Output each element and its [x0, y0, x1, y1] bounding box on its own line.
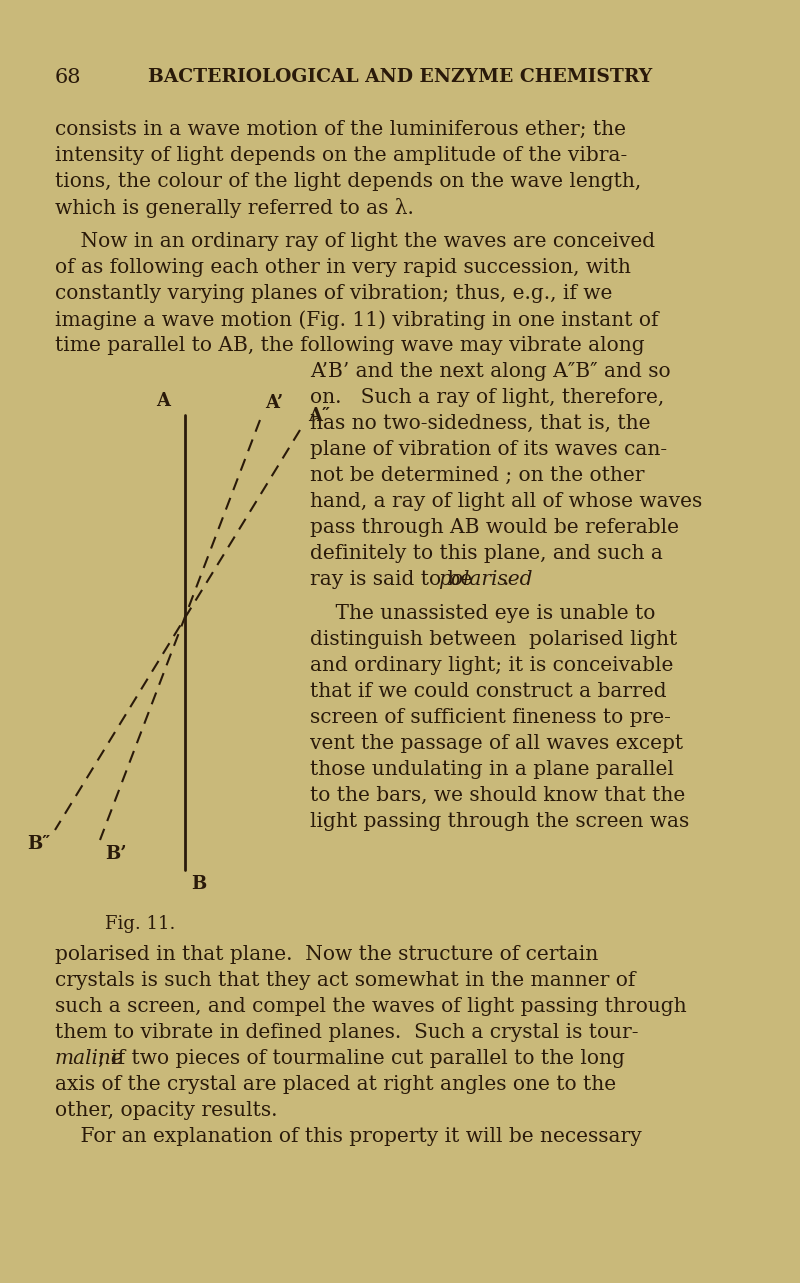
Text: Now in an ordinary ray of light the waves are conceived: Now in an ordinary ray of light the wave…	[55, 232, 655, 251]
Text: not be determined ; on the other: not be determined ; on the other	[310, 466, 645, 485]
Text: of as following each other in very rapid succession, with: of as following each other in very rapid…	[55, 258, 631, 277]
Text: hand, a ray of light all of whose waves: hand, a ray of light all of whose waves	[310, 491, 702, 511]
Text: such a screen, and compel the waves of light passing through: such a screen, and compel the waves of l…	[55, 997, 686, 1016]
Text: BACTERIOLOGICAL AND ENZYME CHEMISTRY: BACTERIOLOGICAL AND ENZYME CHEMISTRY	[148, 68, 652, 86]
Text: polarised in that plane.  Now the structure of certain: polarised in that plane. Now the structu…	[55, 946, 598, 964]
Text: constantly varying planes of vibration; thus, e.g., if we: constantly varying planes of vibration; …	[55, 284, 612, 303]
Text: B″: B″	[26, 835, 50, 853]
Text: Fig. 11.: Fig. 11.	[105, 915, 175, 933]
Text: light passing through the screen was: light passing through the screen was	[310, 812, 690, 831]
Text: plane of vibration of its waves can-: plane of vibration of its waves can-	[310, 440, 667, 459]
Text: crystals is such that they act somewhat in the manner of: crystals is such that they act somewhat …	[55, 971, 635, 990]
Text: The unassisted eye is unable to: The unassisted eye is unable to	[310, 604, 655, 624]
Text: .: .	[502, 570, 508, 589]
Text: them to vibrate in defined planes.  Such a crystal is tour-: them to vibrate in defined planes. Such …	[55, 1023, 638, 1042]
Text: screen of sufficient fineness to pre-: screen of sufficient fineness to pre-	[310, 708, 671, 727]
Text: ; if two pieces of tourmaline cut parallel to the long: ; if two pieces of tourmaline cut parall…	[98, 1049, 625, 1067]
Text: has no two-sidedness, that is, the: has no two-sidedness, that is, the	[310, 414, 650, 432]
Text: that if we could construct a barred: that if we could construct a barred	[310, 683, 666, 701]
Text: ray is said to be: ray is said to be	[310, 570, 478, 589]
Text: A’B’ and the next along A″B″ and so: A’B’ and the next along A″B″ and so	[310, 362, 670, 381]
Text: intensity of light depends on the amplitude of the vibra-: intensity of light depends on the amplit…	[55, 146, 627, 166]
Text: vent the passage of all waves except: vent the passage of all waves except	[310, 734, 683, 753]
Text: and ordinary light; it is conceivable: and ordinary light; it is conceivable	[310, 656, 674, 675]
Text: definitely to this plane, and such a: definitely to this plane, and such a	[310, 544, 663, 563]
Text: A’: A’	[265, 394, 283, 412]
Text: which is generally referred to as λ.: which is generally referred to as λ.	[55, 198, 414, 218]
Text: other, opacity results.: other, opacity results.	[55, 1101, 278, 1120]
Text: distinguish between  polarised light: distinguish between polarised light	[310, 630, 678, 649]
Text: B’: B’	[105, 845, 126, 863]
Text: For an explanation of this property it will be necessary: For an explanation of this property it w…	[55, 1126, 642, 1146]
Text: polarised: polarised	[438, 570, 532, 589]
Text: axis of the crystal are placed at right angles one to the: axis of the crystal are placed at right …	[55, 1075, 616, 1094]
Text: tions, the colour of the light depends on the wave length,: tions, the colour of the light depends o…	[55, 172, 642, 191]
Text: on.   Such a ray of light, therefore,: on. Such a ray of light, therefore,	[310, 387, 664, 407]
Text: A: A	[156, 393, 170, 411]
Text: A″: A″	[308, 407, 330, 425]
Text: imagine a wave motion (Fig. 11) vibrating in one instant of: imagine a wave motion (Fig. 11) vibratin…	[55, 310, 658, 330]
Text: 68: 68	[55, 68, 82, 87]
Text: maline: maline	[55, 1049, 124, 1067]
Text: pass through AB would be referable: pass through AB would be referable	[310, 518, 679, 538]
Text: those undulating in a plane parallel: those undulating in a plane parallel	[310, 760, 674, 779]
Text: to the bars, we should know that the: to the bars, we should know that the	[310, 786, 686, 804]
Text: consists in a wave motion of the luminiferous ether; the: consists in a wave motion of the luminif…	[55, 121, 626, 139]
Text: B: B	[191, 875, 206, 893]
Text: time parallel to AB, the following wave may vibrate along: time parallel to AB, the following wave …	[55, 336, 645, 355]
